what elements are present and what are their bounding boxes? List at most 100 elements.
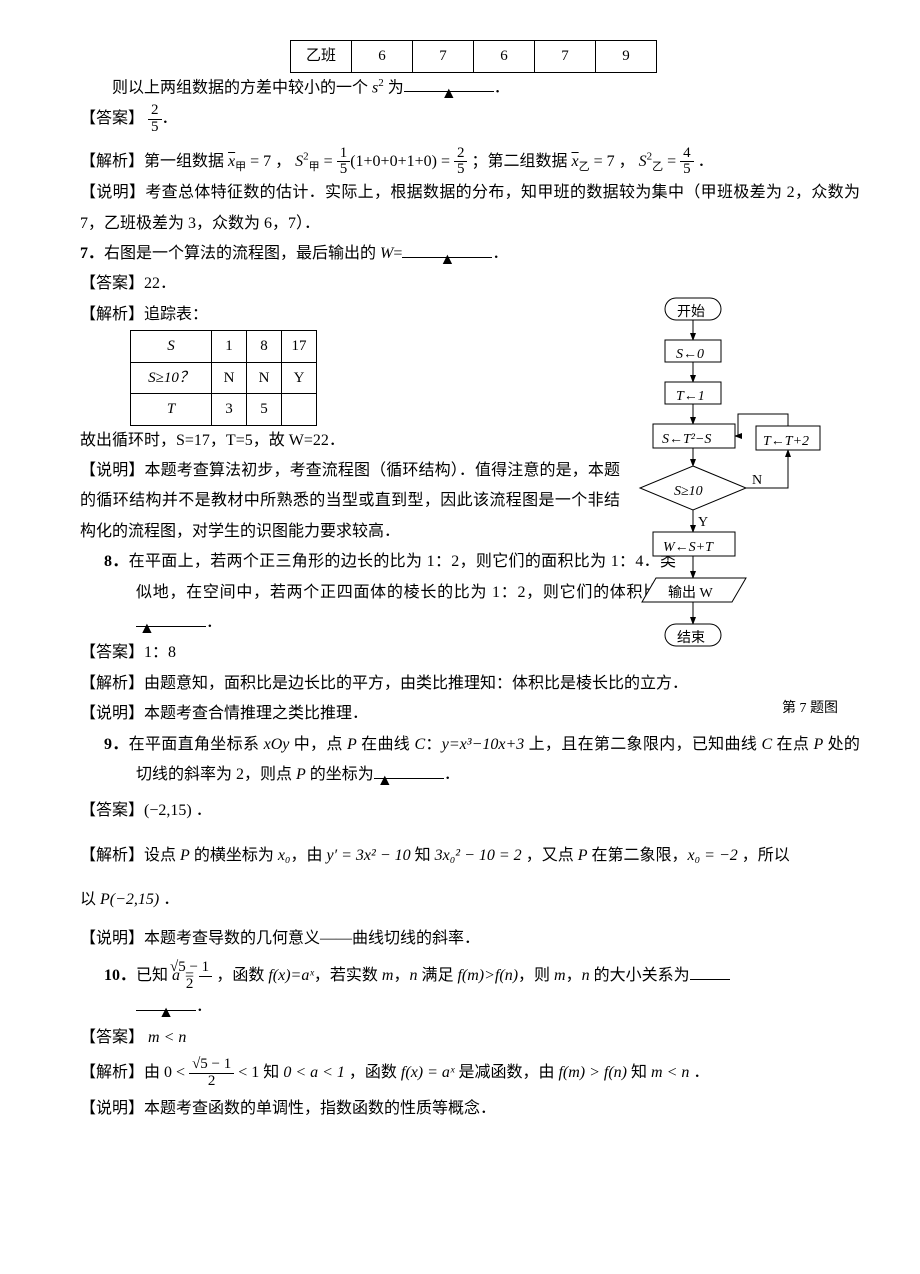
cell: 1 — [212, 331, 247, 363]
text: ． — [162, 110, 178, 127]
ineq: f(m)>f(n) — [457, 967, 518, 984]
cell: N — [212, 362, 247, 394]
blank: ▲ — [374, 762, 444, 779]
text: m < n — [148, 1029, 186, 1046]
q7-note: 【说明】本题考查算法初步，考查流程图（循环结构）．值得注意的是，本题的循环结构并… — [80, 456, 620, 547]
blank: ▲ — [402, 241, 492, 258]
cell: 7 — [535, 41, 596, 73]
text: ， — [393, 967, 409, 984]
text: 本题考查合情推理之类比推理． — [144, 705, 368, 722]
text: ；第二组数据 — [467, 153, 571, 170]
text: 知 — [411, 847, 435, 864]
q10-stem-2: ▲． — [80, 992, 860, 1022]
fraction: √5 − 12 — [199, 960, 213, 993]
sub: 乙 — [579, 161, 590, 173]
cell: 9 — [596, 41, 657, 73]
fraction: 15 — [337, 146, 351, 179]
text: 本题考查函数的单调性，指数函数的性质等概念． — [144, 1100, 496, 1117]
flowchart-caption: 第 7 题图 — [782, 696, 838, 723]
P: P — [296, 766, 306, 783]
sub: 乙 — [652, 161, 663, 173]
text: 在平面直角坐标系 — [129, 736, 264, 753]
text: ． — [206, 614, 222, 631]
q9-analysis-2: 以 P(−2,15) ． — [80, 885, 860, 915]
label: 【解析】 — [80, 847, 144, 864]
q10-stem: 10．已知 a = √5 − 12 ，函数 f(x)=aˣ，若实数 m，n 满足… — [80, 960, 860, 993]
label: 【说明】 — [80, 1100, 144, 1117]
text: ， — [566, 967, 582, 984]
text: 右图是一个算法的流程图，最后输出的 — [104, 245, 380, 262]
sub: 甲 — [309, 161, 320, 173]
node-end: 结束 — [677, 626, 705, 653]
label: 【说明】 — [80, 462, 144, 479]
text: 在第二象限， — [587, 847, 687, 864]
text: 的坐标为 — [306, 766, 374, 783]
fraction: 25 — [454, 146, 468, 179]
text: 第一组数据 — [144, 153, 228, 170]
text: = — [320, 153, 337, 170]
label: 【解析】 — [80, 675, 144, 692]
text: ． — [196, 998, 212, 1015]
text: ，又点 — [522, 847, 578, 864]
text: ： — [425, 736, 442, 753]
label: 【说明】 — [80, 184, 145, 201]
qnum: 8． — [104, 553, 129, 570]
text: 知 — [259, 1064, 283, 1081]
text: = 7 ， — [246, 153, 295, 170]
label: 【答案】 — [80, 110, 144, 127]
cell: 5 — [247, 394, 282, 426]
text: 满足 — [417, 967, 457, 984]
text: = 7 ， — [590, 153, 639, 170]
q10-analysis: 【解析】由 0 < √5 − 12 < 1 知 0 < a < 1 ，函数 f(… — [80, 1057, 860, 1090]
text: 是减函数，由 — [454, 1064, 558, 1081]
x0: x₀ — [278, 847, 291, 864]
text: f(m) > f(n) — [558, 1064, 627, 1081]
label: 【解析】 — [80, 306, 144, 323]
text: 本题考查导数的几何意义——曲线切线的斜率． — [144, 930, 480, 947]
node-cond: S≥10 — [674, 479, 703, 506]
eqn: y=x³−10x+3 — [442, 736, 525, 753]
S: S — [295, 153, 303, 170]
blank — [690, 963, 730, 980]
label: 【解析】 — [80, 153, 144, 170]
q6-analysis: 【解析】第一组数据 x甲 = 7 ， S2甲 = 15(1+0+0+1+0) =… — [80, 146, 860, 179]
S: S — [639, 153, 647, 170]
q10-answer: 【答案】 m < n — [80, 1023, 860, 1053]
triangle-icon: ▲ — [439, 245, 455, 275]
label: 【答案】 — [80, 275, 144, 292]
n: n — [582, 967, 590, 984]
top-table-wrap: 乙班 6 7 6 7 9 — [290, 40, 860, 73]
P: P — [347, 736, 357, 753]
text: 0 < a < 1 — [283, 1064, 345, 1081]
text: (1+0+0+1+0) = — [350, 153, 454, 170]
label: 【答案】 — [80, 644, 144, 661]
text: 追踪表： — [144, 306, 208, 323]
flowchart: 开始 S←0 T←1 S←T²−S S≥10 W←S+T 输出 W 结束 T←T… — [570, 288, 820, 748]
text: ． — [492, 245, 508, 262]
C: C — [414, 736, 425, 753]
text: = — [663, 153, 680, 170]
top-table: 乙班 6 7 6 7 9 — [290, 40, 657, 73]
text: 1：8 — [144, 644, 176, 661]
cell: 6 — [352, 41, 413, 73]
text: ． — [444, 766, 460, 783]
cell: N — [247, 362, 282, 394]
text: ． — [689, 1064, 709, 1081]
cell: T — [131, 394, 212, 426]
P: P — [180, 847, 190, 864]
top-line: 则以上两组数据的方差中较小的一个 s2 为▲． — [80, 73, 860, 104]
eq2: 3x₀² − 10 = 2 — [435, 847, 522, 864]
cell: 8 — [247, 331, 282, 363]
cell: 17 — [282, 331, 317, 363]
text: 的大小关系为 — [590, 967, 690, 984]
m: m — [382, 967, 394, 984]
text: ． — [159, 891, 179, 908]
text: 中，点 — [289, 736, 347, 753]
q6-note: 【说明】考查总体特征数的估计．实际上，根据数据的分布，知甲班的数据较为集中（甲班… — [80, 178, 860, 239]
text: 在曲线 — [357, 736, 415, 753]
label: 【说明】 — [80, 930, 144, 947]
text: 知 — [627, 1064, 651, 1081]
text: 已知 — [136, 967, 172, 984]
eq: = — [393, 245, 402, 262]
node-s0: S←0 — [676, 342, 704, 369]
